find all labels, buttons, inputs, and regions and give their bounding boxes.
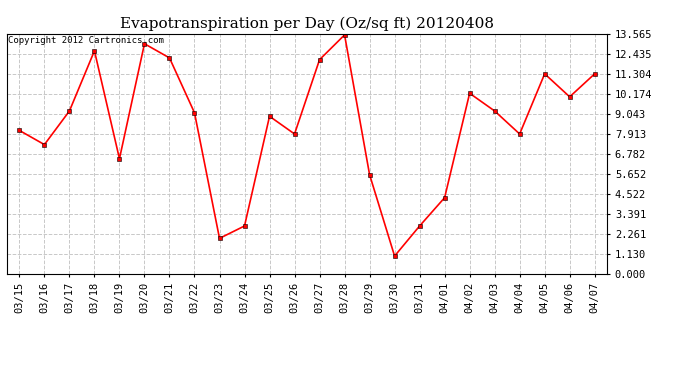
Text: Copyright 2012 Cartronics.com: Copyright 2012 Cartronics.com [8,36,164,45]
Title: Evapotranspiration per Day (Oz/sq ft) 20120408: Evapotranspiration per Day (Oz/sq ft) 20… [120,17,494,31]
